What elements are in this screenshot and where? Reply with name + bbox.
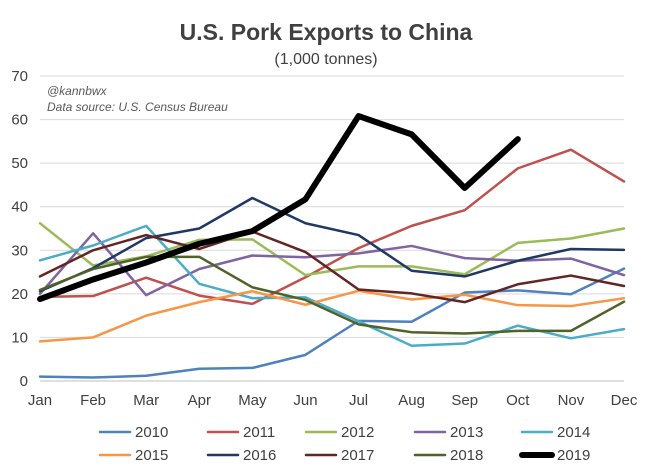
- y-axis-ticks: 0 10 20 30 40 50 60 70: [11, 68, 28, 390]
- series-line-2013: [38, 232, 626, 297]
- legend-label-2015: 2015: [135, 447, 168, 464]
- x-axis-ticks: Jan Feb Mar Apr May Jun Jul Aug Sep Oct Nov Dec: [28, 392, 638, 409]
- y-tick-label: 10: [11, 329, 28, 346]
- x-tick-label: Dec: [611, 392, 638, 409]
- x-tick-label: Jun: [293, 392, 317, 409]
- source-note: Data source: U.S. Census Bureau: [47, 100, 228, 114]
- series-line-2011: [38, 148, 626, 306]
- series-line-2010: [38, 267, 626, 379]
- y-tick-label: 50: [11, 155, 28, 172]
- x-tick-label: May: [238, 392, 267, 409]
- legend-label-2010: 2010: [135, 424, 168, 441]
- legend-label-2014: 2014: [557, 424, 590, 441]
- series-line-2015: [38, 289, 626, 343]
- series-line-2018: [38, 255, 626, 335]
- y-tick-label: 20: [11, 286, 28, 303]
- author-note: @kannbwx: [47, 84, 108, 98]
- legend-label-2019: 2019: [557, 447, 590, 464]
- series-line-2014: [38, 224, 626, 347]
- y-tick-label: 40: [11, 199, 28, 216]
- legend-label-2017: 2017: [341, 447, 374, 464]
- series-lines: [37, 113, 626, 379]
- x-tick-label: Feb: [80, 392, 106, 409]
- series-line-2017: [38, 230, 626, 304]
- legend-label-2012: 2012: [341, 424, 374, 441]
- x-tick-label: Sep: [451, 392, 478, 409]
- legend-label-2018: 2018: [450, 447, 483, 464]
- legend-label-2016: 2016: [243, 447, 276, 464]
- chart-subtitle: (1,000 tonnes): [274, 51, 377, 68]
- x-tick-label: Apr: [188, 392, 211, 409]
- series-line-2016: [38, 196, 626, 293]
- x-tick-label: Aug: [398, 392, 425, 409]
- legend: 2010 2011 2012 2013 2014 2015 2016 2017 2018 2019: [98, 424, 590, 464]
- x-tick-label: Oct: [506, 392, 530, 409]
- x-tick-label: Nov: [558, 392, 585, 409]
- series-line-2019: [37, 113, 521, 303]
- y-tick-label: 30: [11, 242, 28, 259]
- x-tick-label: Mar: [133, 392, 159, 409]
- x-tick-label: Jul: [349, 392, 368, 409]
- legend-label-2011: 2011: [243, 424, 275, 441]
- y-tick-label: 70: [11, 68, 28, 85]
- y-tick-label: 60: [11, 112, 28, 129]
- x-tick-label: Jan: [28, 392, 52, 409]
- chart-title: U.S. Pork Exports to China: [180, 19, 473, 45]
- y-tick-label: 0: [20, 373, 28, 390]
- legend-label-2013: 2013: [450, 424, 483, 441]
